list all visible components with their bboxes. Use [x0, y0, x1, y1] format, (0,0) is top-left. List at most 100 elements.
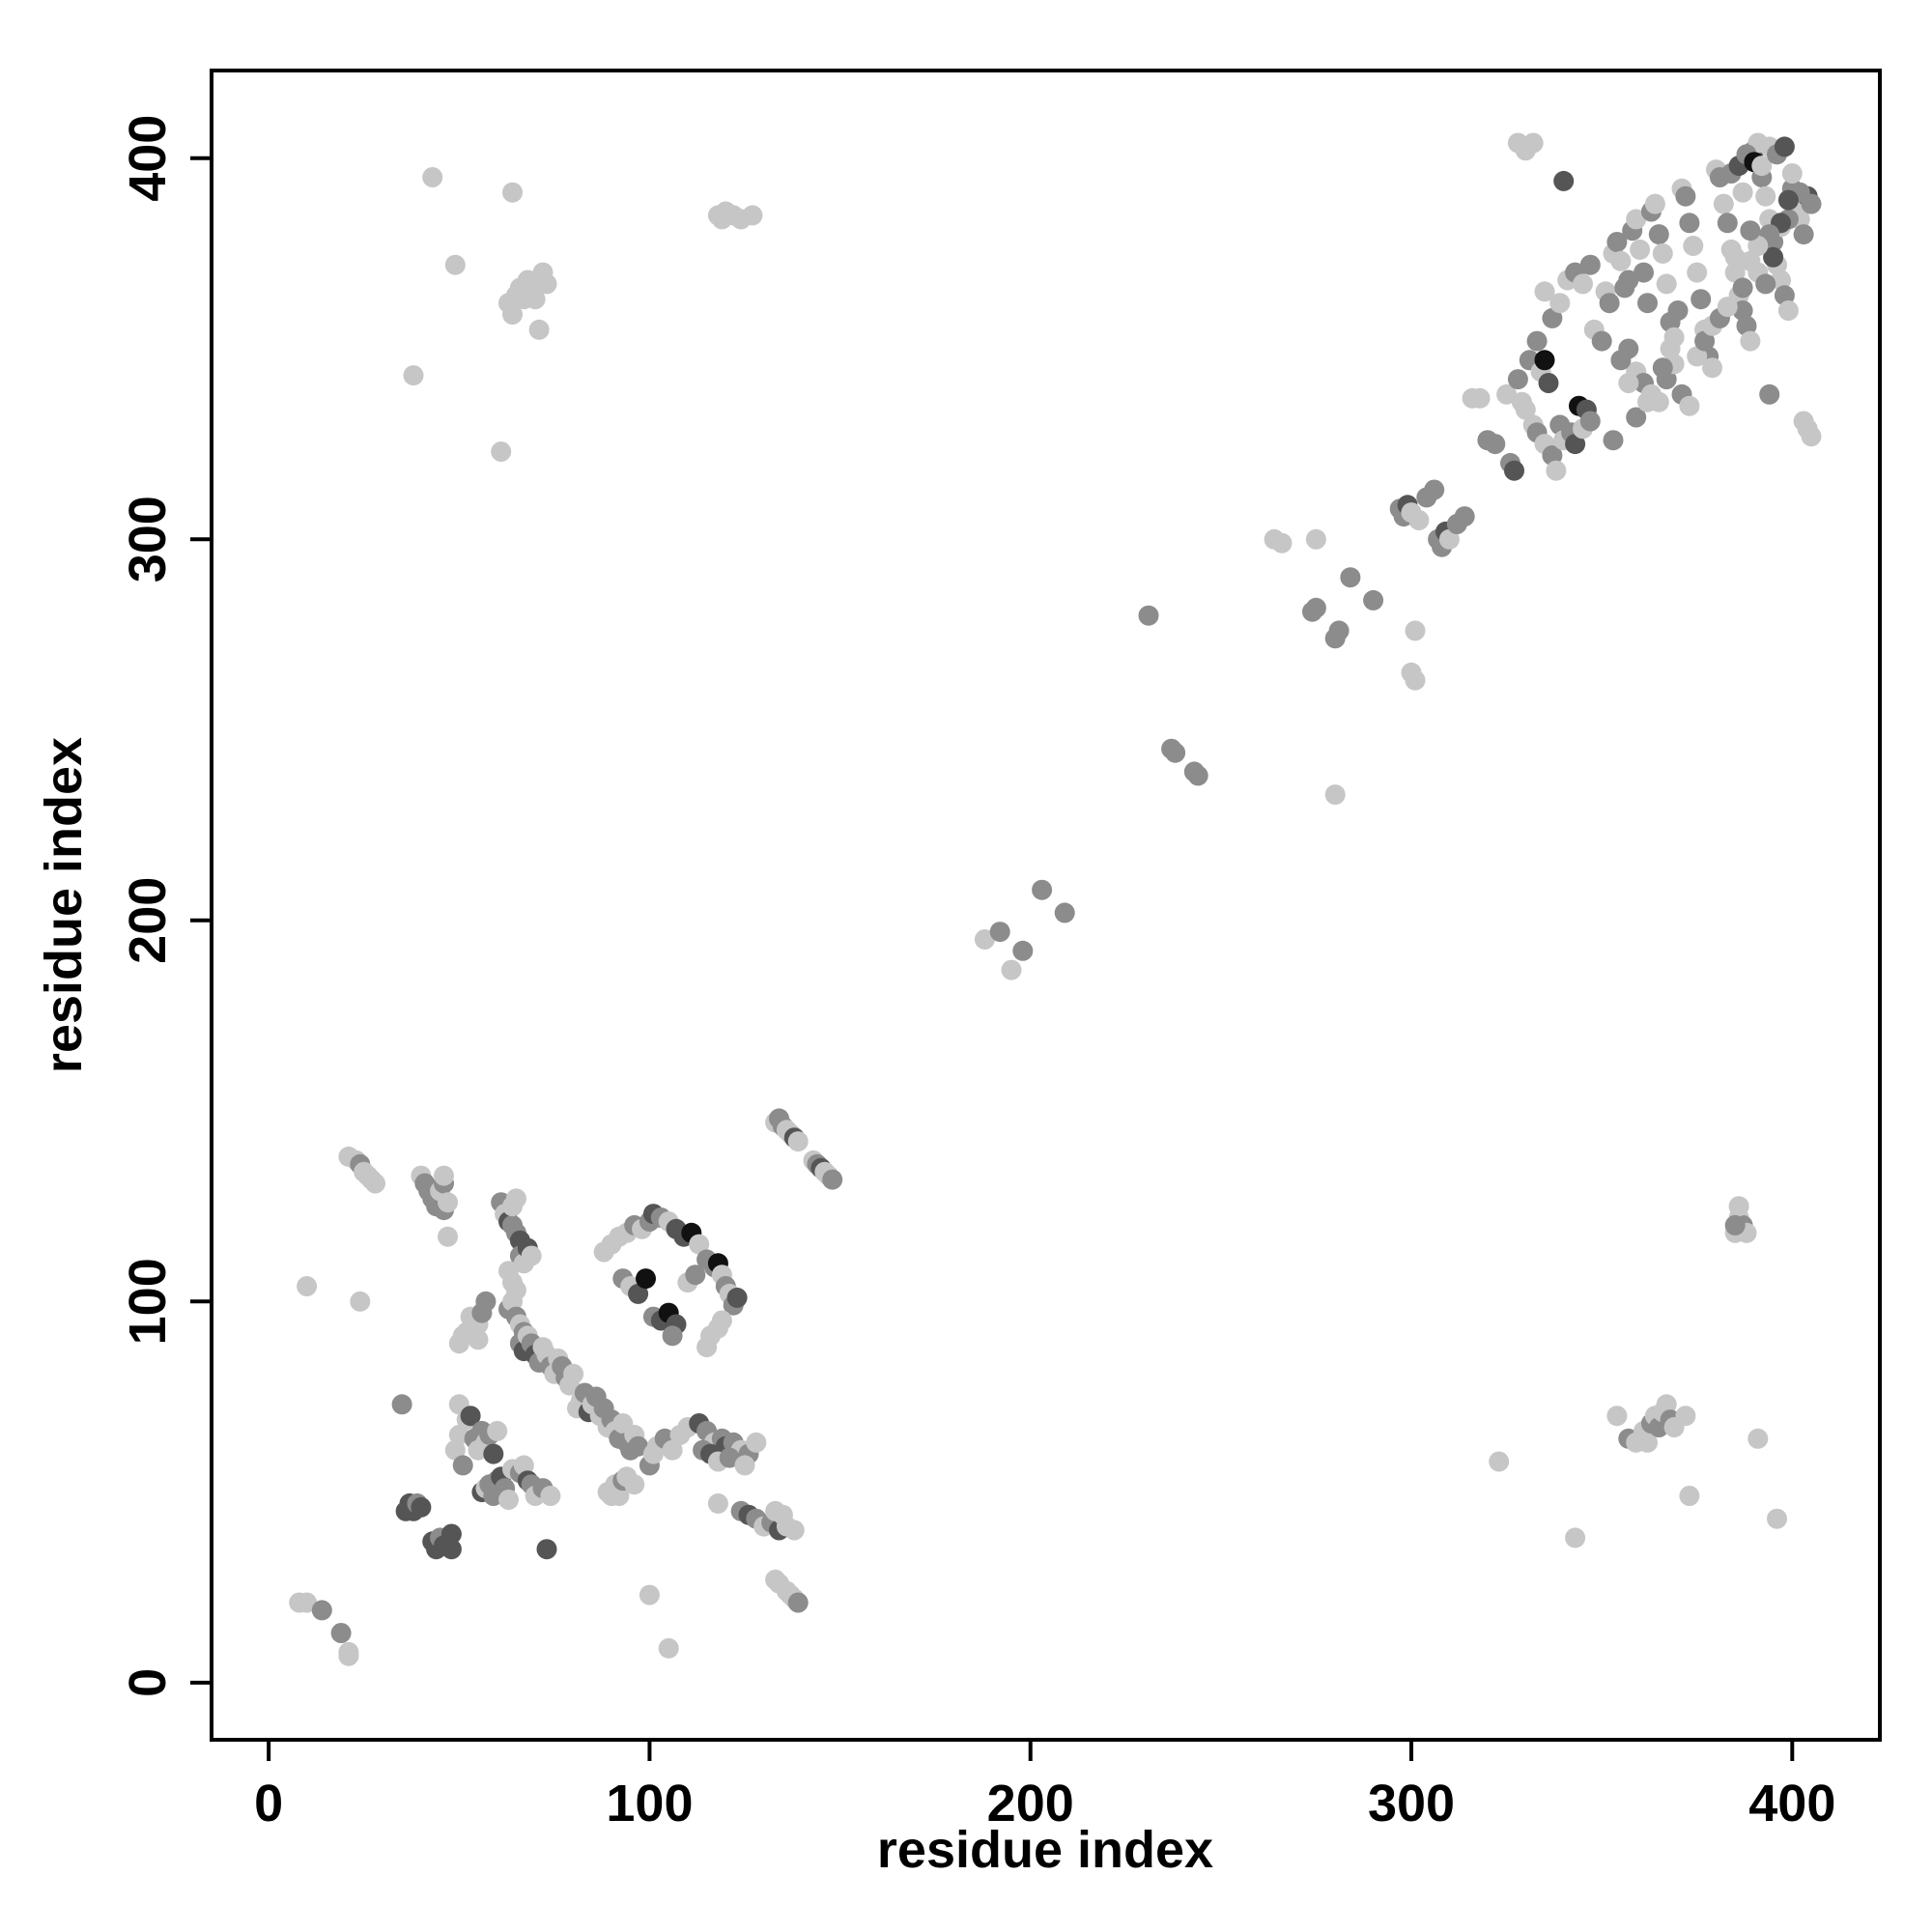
data-point [1012, 940, 1034, 961]
data-point [1740, 220, 1761, 242]
data-point [772, 1504, 793, 1525]
data-point [1522, 132, 1544, 154]
data-point [1690, 289, 1712, 310]
data-point [719, 1447, 740, 1468]
data-point [505, 1188, 526, 1209]
y-tick-label: 200 [119, 877, 177, 964]
data-point [338, 1645, 359, 1666]
data-point [491, 441, 512, 462]
data-point [1755, 185, 1776, 207]
data-point [483, 1443, 504, 1464]
data-point [1187, 765, 1208, 786]
data-point [1507, 369, 1528, 390]
data-point [422, 167, 443, 187]
data-point [662, 1325, 683, 1347]
data-point [1771, 270, 1791, 291]
x-tick-label: 200 [987, 1775, 1074, 1833]
data-point [1165, 742, 1186, 763]
data-point [365, 1173, 385, 1194]
data-point [502, 182, 523, 203]
data-point [1626, 407, 1647, 428]
y-tick-label: 100 [119, 1258, 177, 1345]
data-point [1732, 182, 1753, 203]
y-axis: 0 100 200 300 400 [119, 115, 212, 1697]
data-point [1591, 330, 1612, 352]
data-point [787, 1131, 809, 1152]
data-point [1438, 528, 1460, 550]
data-point [1549, 293, 1571, 314]
data-point [1340, 567, 1361, 588]
data-point [1542, 445, 1563, 466]
data-point [440, 1523, 462, 1545]
data-point [350, 1291, 371, 1312]
data-point [311, 1600, 332, 1621]
data-point [1793, 411, 1814, 432]
data-point [707, 1492, 728, 1514]
data-point [330, 1623, 352, 1643]
data-point [1767, 1508, 1787, 1529]
data-point [1793, 224, 1814, 245]
data-point [609, 1486, 630, 1506]
data-point [1732, 300, 1753, 321]
data-point [1687, 346, 1708, 367]
data-point [1679, 395, 1700, 416]
data-point [1579, 411, 1601, 432]
data-point [1001, 959, 1022, 980]
data-point [1648, 224, 1669, 245]
data-point [1683, 236, 1704, 256]
x-tick-label: 300 [1368, 1775, 1455, 1833]
data-point [487, 1420, 508, 1441]
data-point [1565, 1527, 1586, 1548]
data-point [787, 1592, 809, 1613]
data-point [1363, 589, 1384, 611]
data-point [391, 1394, 412, 1415]
data-point [1656, 1394, 1677, 1415]
data-point [1747, 1428, 1769, 1449]
data-point [1724, 246, 1746, 268]
data-point [1324, 784, 1346, 806]
data-point [1679, 1486, 1700, 1506]
data-point [468, 1329, 489, 1350]
data-point [1454, 506, 1475, 527]
data-point [783, 1520, 805, 1541]
data-point [1538, 373, 1559, 393]
data-point [1489, 1451, 1510, 1472]
data-point [989, 922, 1010, 943]
data-point [1138, 605, 1159, 626]
data-point [1777, 189, 1799, 211]
data-point [403, 365, 424, 386]
data-point [1660, 338, 1681, 359]
data-point [658, 1637, 679, 1659]
data-point [1610, 250, 1632, 271]
data-point [460, 1406, 481, 1427]
data-point [1652, 357, 1673, 379]
data-point [1751, 156, 1773, 177]
data-point [1637, 391, 1658, 412]
y-tick-label: 400 [119, 115, 177, 202]
x-axis-title: residue index [877, 1821, 1213, 1879]
data-point [1565, 434, 1586, 455]
data-point [1328, 620, 1350, 641]
data-point [536, 1539, 557, 1560]
data-point [1656, 273, 1677, 295]
data-point [689, 1234, 710, 1255]
data-point [1717, 297, 1738, 318]
data-point [448, 1424, 469, 1445]
data-point [742, 205, 763, 226]
y-tick-label: 0 [119, 1668, 177, 1697]
data-point [1630, 239, 1651, 260]
data-point [1032, 879, 1053, 900]
data-point [1740, 330, 1761, 352]
x-axis: 0 100 200 300 400 [254, 1740, 1835, 1833]
data-point [1675, 185, 1696, 207]
data-point [1515, 399, 1536, 420]
data-point [1606, 1406, 1628, 1427]
data-point [1717, 213, 1738, 234]
data-point [1603, 430, 1624, 451]
data-point [624, 1474, 645, 1495]
data-point [1687, 262, 1708, 283]
data-point [1763, 246, 1784, 268]
data-point [563, 1363, 584, 1384]
data-point [1801, 426, 1822, 447]
